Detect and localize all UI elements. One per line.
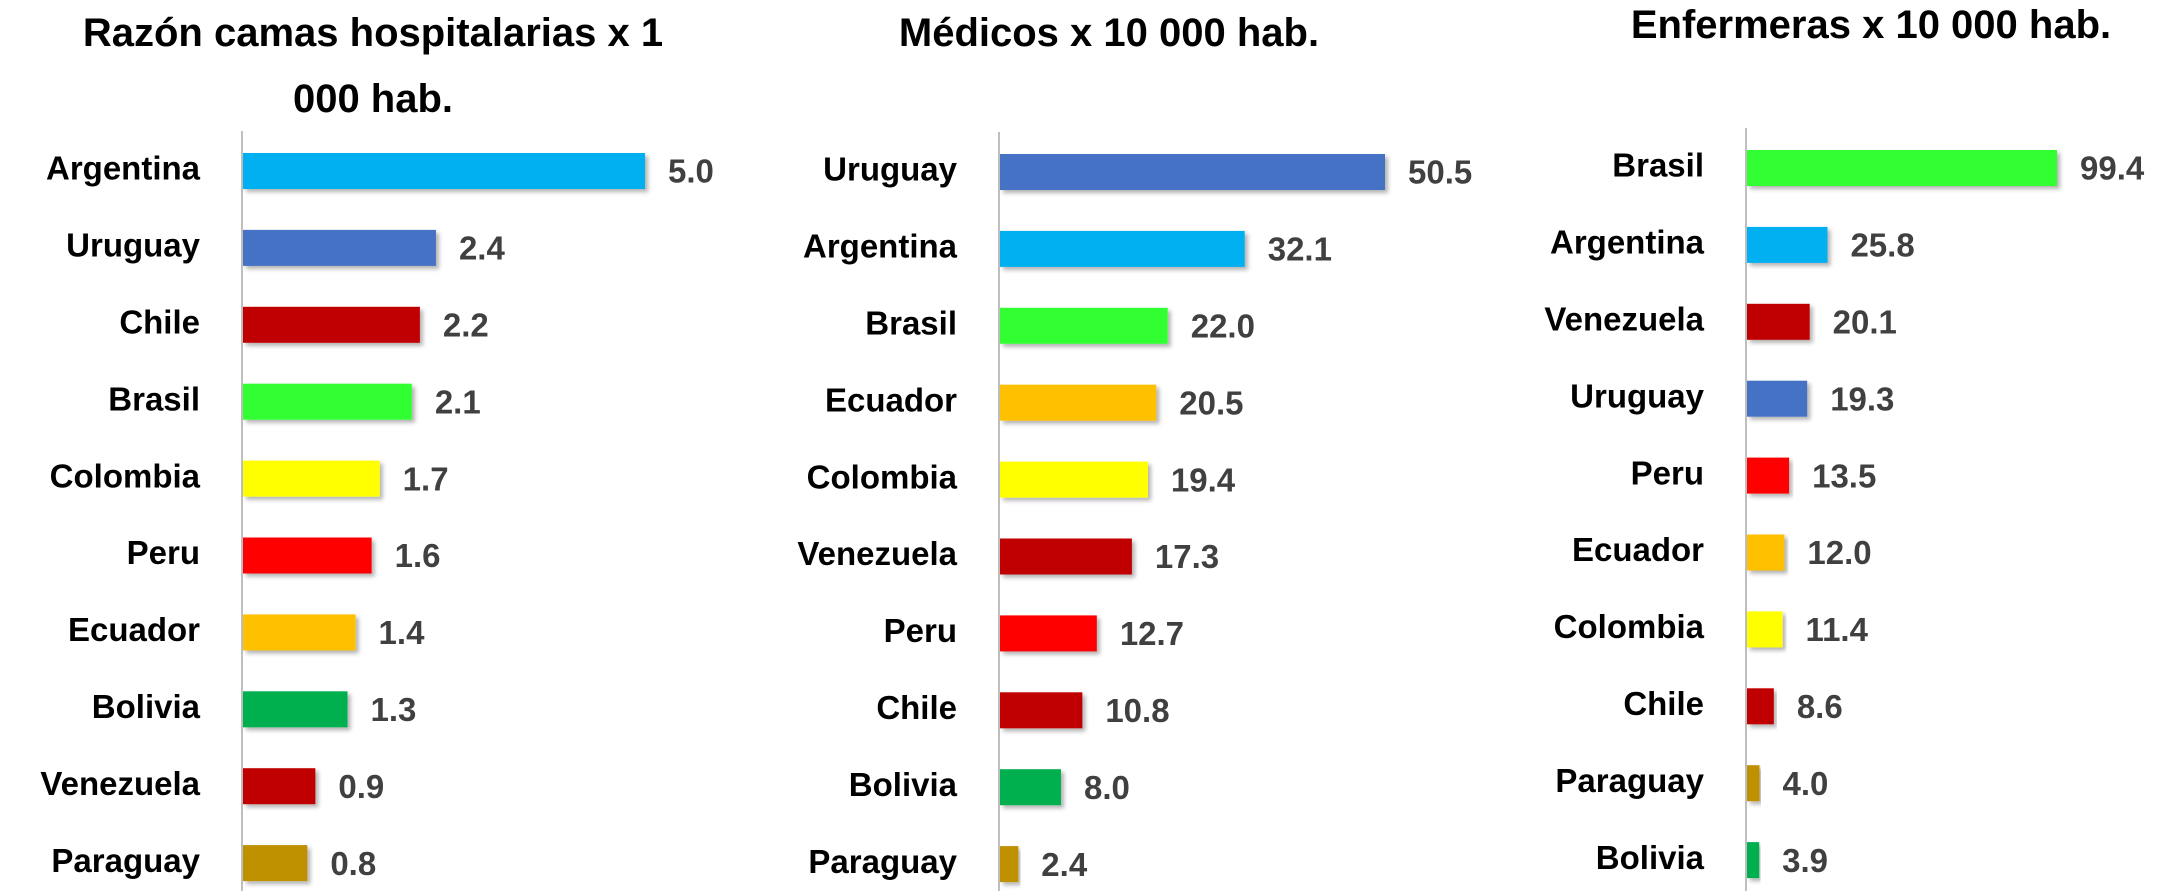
category-label: Peru — [1631, 454, 1704, 491]
chart-title: Médicos x 10 000 hab. — [898, 11, 1320, 55]
bar — [1747, 688, 1774, 725]
category-label: Venezuela — [797, 535, 957, 572]
value-label: 8.6 — [1797, 688, 1843, 725]
category-label: Paraguay — [1555, 762, 1704, 799]
bar — [243, 768, 316, 805]
bar — [1747, 303, 1810, 340]
bar — [243, 845, 308, 882]
value-label: 19.3 — [1830, 380, 1894, 417]
value-label: 5.0 — [668, 153, 714, 190]
value-label: 12.7 — [1120, 615, 1184, 652]
category-label: Peru — [127, 534, 200, 571]
category-label: Brasil — [865, 305, 957, 342]
category-label: Venezuela — [1544, 301, 1704, 338]
value-label: 3.9 — [1782, 842, 1828, 879]
value-label: 2.2 — [443, 307, 489, 344]
chart-title: Enfermeras x 10 000 hab. — [1630, 3, 2112, 47]
category-label: Ecuador — [825, 381, 957, 418]
value-label: 20.5 — [1179, 384, 1243, 421]
category-label: Uruguay — [823, 151, 958, 188]
value-label: 2.4 — [459, 230, 506, 267]
value-label: 0.8 — [330, 845, 376, 882]
category-label: Colombia — [50, 457, 201, 494]
bar — [1747, 765, 1760, 802]
value-label: 19.4 — [1171, 461, 1236, 498]
value-label: 17.3 — [1155, 538, 1219, 575]
category-label: Argentina — [1550, 224, 1705, 261]
value-label: 12.0 — [1807, 534, 1871, 571]
bar — [1747, 534, 1785, 571]
category-label: Brasil — [108, 380, 200, 417]
value-label: 0.9 — [338, 768, 384, 805]
bar — [1747, 226, 1828, 263]
value-label: 11.4 — [1806, 611, 1869, 648]
bar — [1000, 461, 1148, 498]
value-label: 99.4 — [2080, 150, 2145, 187]
bar — [1000, 384, 1157, 421]
bar — [1000, 538, 1132, 575]
bar — [1747, 380, 1808, 417]
category-label: Uruguay — [66, 227, 201, 264]
value-label: 1.4 — [379, 614, 426, 651]
bar — [1000, 846, 1019, 883]
category-label: Chile — [119, 304, 200, 341]
bar — [1000, 615, 1097, 652]
value-label: 25.8 — [1850, 227, 1914, 264]
bar — [1000, 230, 1245, 267]
bar — [1747, 842, 1760, 879]
value-label: 2.4 — [1041, 846, 1088, 883]
bar — [243, 383, 412, 420]
chart-title: Razón camas hospitalarias x 1 000 hab. — [82, 11, 664, 121]
category-label: Ecuador — [1572, 531, 1704, 568]
category-label: Bolivia — [849, 766, 958, 803]
category-label: Paraguay — [51, 842, 200, 879]
value-label: 10.8 — [1105, 692, 1169, 729]
category-label: Uruguay — [1570, 377, 1705, 414]
category-label: Colombia — [1554, 608, 1705, 645]
bar — [243, 614, 356, 651]
bar — [1000, 769, 1061, 806]
category-label: Bolivia — [92, 688, 201, 725]
value-label: 1.3 — [371, 691, 417, 728]
bar — [243, 229, 436, 266]
category-label: Chile — [876, 689, 957, 726]
category-label: Chile — [1623, 685, 1704, 722]
value-label: 13.5 — [1812, 457, 1876, 494]
category-label: Colombia — [807, 458, 958, 495]
bar — [243, 306, 420, 343]
value-label: 32.1 — [1268, 231, 1332, 268]
value-label: 8.0 — [1084, 769, 1130, 806]
category-label: Bolivia — [1596, 839, 1705, 876]
value-label: 22.0 — [1191, 308, 1255, 345]
bar — [243, 153, 645, 189]
category-label: Argentina — [46, 150, 201, 187]
category-label: Peru — [884, 612, 957, 649]
bar — [1747, 457, 1790, 494]
bar — [1747, 611, 1783, 648]
category-label: Brasil — [1612, 147, 1704, 184]
category-label: Venezuela — [40, 765, 200, 802]
bar — [1000, 154, 1385, 190]
bar — [243, 460, 380, 497]
bar — [1747, 150, 2057, 186]
category-label: Paraguay — [808, 843, 957, 880]
bar — [243, 537, 372, 574]
value-label: 4.0 — [1782, 765, 1828, 802]
value-label: 2.1 — [435, 383, 481, 420]
category-label: Ecuador — [68, 611, 200, 648]
value-label: 1.7 — [403, 460, 449, 497]
value-label: 1.6 — [395, 537, 441, 574]
bar — [243, 691, 348, 728]
value-label: 50.5 — [1408, 154, 1472, 191]
bar — [1000, 692, 1083, 729]
category-label: Argentina — [803, 228, 958, 265]
value-label: 20.1 — [1833, 304, 1897, 341]
bar — [1000, 307, 1168, 344]
